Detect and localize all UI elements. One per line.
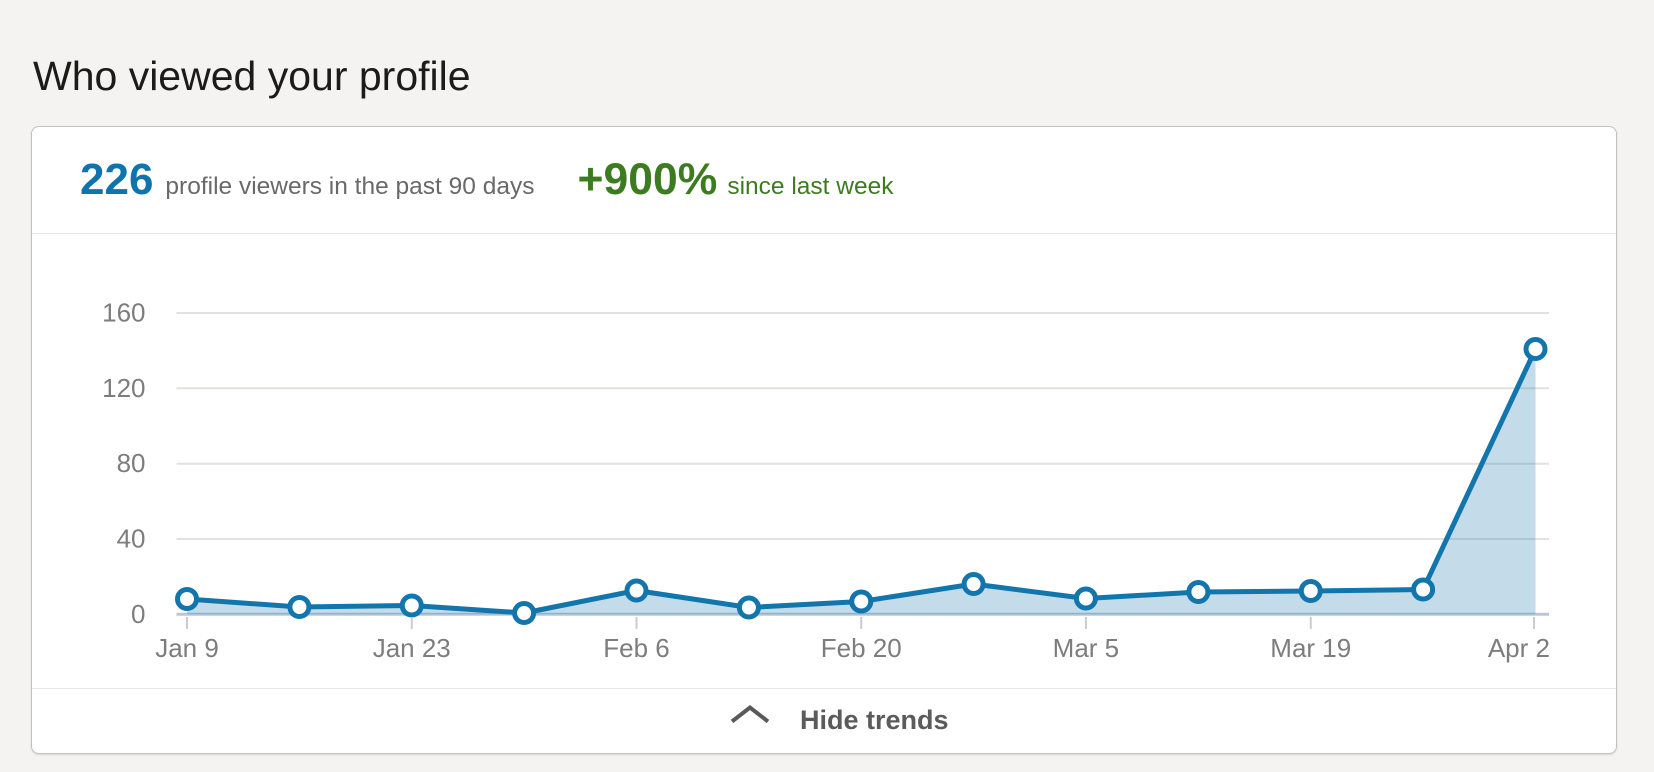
svg-text:0: 0 — [131, 599, 145, 629]
svg-text:Jan 23: Jan 23 — [373, 633, 451, 663]
svg-text:Feb 6: Feb 6 — [603, 633, 670, 663]
svg-text:Feb 20: Feb 20 — [821, 633, 902, 663]
svg-text:Mar 19: Mar 19 — [1270, 633, 1351, 663]
svg-text:Mar 5: Mar 5 — [1053, 633, 1119, 663]
svg-text:80: 80 — [117, 448, 146, 478]
svg-text:120: 120 — [102, 373, 145, 403]
svg-text:Jan 9: Jan 9 — [155, 633, 219, 663]
svg-text:Apr 2: Apr 2 — [1488, 633, 1550, 663]
svg-text:160: 160 — [102, 298, 145, 328]
svg-text:40: 40 — [117, 524, 146, 554]
